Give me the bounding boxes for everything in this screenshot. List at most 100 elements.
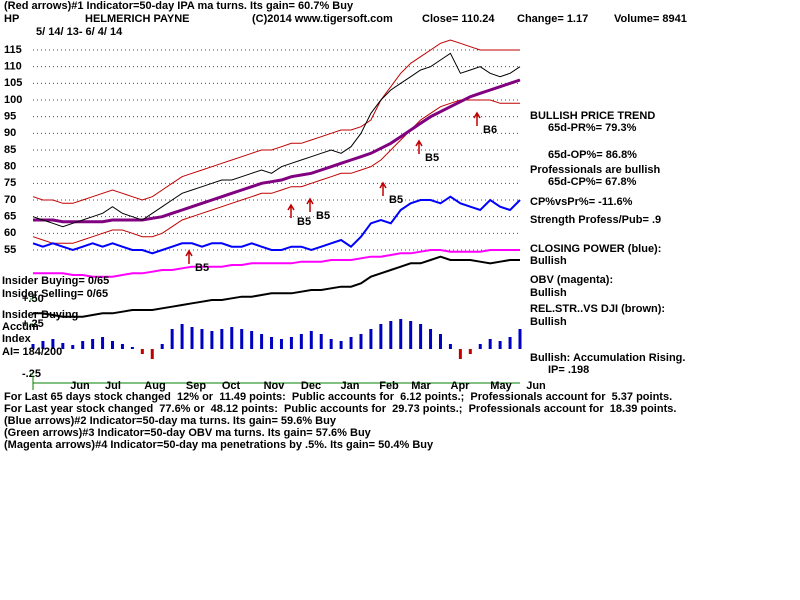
label: CP%vsPr%= -11.6% xyxy=(530,196,633,208)
y-tick-label: 85 xyxy=(4,144,16,156)
bar xyxy=(31,344,35,349)
bar xyxy=(458,349,462,359)
label: REL.STR..VS DJI (brown): xyxy=(530,303,665,315)
x-tick-label: Nov xyxy=(264,380,286,392)
label: (Green arrows)#3 Indicator=50-day OBV ma… xyxy=(4,427,372,439)
bar xyxy=(379,324,383,349)
arrow xyxy=(287,203,295,218)
y-tick-label: 65 xyxy=(4,211,16,223)
bar xyxy=(349,337,353,349)
bar xyxy=(279,339,283,349)
bar xyxy=(299,334,303,349)
label: 65d-PR%= 79.3% xyxy=(548,122,637,134)
bar xyxy=(160,344,164,349)
label: Volume= 8941 xyxy=(614,13,687,25)
y-tick-label: 90 xyxy=(4,127,16,139)
label: (Red arrows)#1 Indicator=50-day IPA ma t… xyxy=(4,0,354,12)
y-tick-label: 105 xyxy=(4,77,22,89)
series-line xyxy=(33,78,521,224)
bar xyxy=(180,324,184,349)
x-tick-label: Feb xyxy=(379,380,399,392)
label: Bullish xyxy=(530,287,567,299)
bar xyxy=(91,339,95,349)
x-tick-label: Mar xyxy=(411,380,431,392)
arrow xyxy=(379,181,387,196)
series-line xyxy=(33,255,520,318)
label: 5/ 14/ 13- 6/ 4/ 14 xyxy=(36,26,123,38)
y-tick-label: 80 xyxy=(4,161,16,173)
label: AI= 184/200 xyxy=(2,346,62,358)
bar xyxy=(339,341,343,349)
x-tick-label: Aug xyxy=(144,380,165,392)
bar xyxy=(289,337,293,349)
label: For Last year stock changed 77.6% or 48.… xyxy=(4,403,676,415)
bar xyxy=(150,349,154,359)
bar xyxy=(309,331,313,349)
label: Insider Buying= 0/65 xyxy=(2,275,109,287)
bar xyxy=(468,349,472,354)
x-tick-label: Apr xyxy=(451,380,471,392)
bar xyxy=(409,321,413,349)
label: Insider Selling= 0/65 xyxy=(2,288,108,300)
label: Professionals are bullish xyxy=(530,164,660,176)
bar xyxy=(250,331,254,349)
label: 65d-OP%= 86.8% xyxy=(548,149,637,161)
bar xyxy=(399,319,403,349)
bar xyxy=(111,341,115,349)
x-tick-label: Sep xyxy=(186,380,206,392)
label: Strength Profess/Pub= .9 xyxy=(530,214,661,226)
label: Insider Buying xyxy=(2,309,78,321)
x-tick-label: May xyxy=(490,380,512,392)
bar xyxy=(140,349,144,354)
x-tick-label: Jun xyxy=(526,380,546,392)
x-tick-label: Oct xyxy=(222,380,241,392)
y-tick-label: 55 xyxy=(4,244,16,256)
bar xyxy=(319,334,323,349)
bar xyxy=(260,334,264,349)
bar xyxy=(270,337,274,349)
y-tick-label: 115 xyxy=(4,44,22,56)
bar xyxy=(61,343,65,349)
label: HP xyxy=(4,13,19,25)
y-tick-label: 70 xyxy=(4,194,16,206)
annotation: B5 xyxy=(297,216,311,228)
y-tick-label: 110 xyxy=(4,61,22,73)
y-tick-label: 60 xyxy=(4,227,16,239)
bar xyxy=(369,329,373,349)
series-line xyxy=(32,195,521,255)
annotation: B6 xyxy=(483,124,497,136)
bar xyxy=(329,339,333,349)
bar xyxy=(498,341,502,349)
bar xyxy=(41,341,45,349)
bar xyxy=(101,337,105,349)
y-tick-label: 95 xyxy=(4,111,16,123)
bar xyxy=(71,345,75,349)
series-line xyxy=(33,249,520,278)
bar xyxy=(51,339,55,349)
x-tick-label: Jul xyxy=(105,380,121,392)
bar xyxy=(508,337,512,349)
annotation: B5 xyxy=(425,152,439,164)
bar xyxy=(518,329,522,349)
bar xyxy=(190,327,194,349)
label: BULLISH PRICE TREND xyxy=(530,110,655,122)
series-line xyxy=(32,52,521,228)
label: (Magenta arrows)#4 Indicator=50-day ma p… xyxy=(4,439,434,451)
arrow xyxy=(185,249,193,264)
bar xyxy=(359,334,363,349)
bar xyxy=(419,324,423,349)
label: (Blue arrows)#2 Indicator=50-day ma turn… xyxy=(4,415,337,427)
annotation: B5 xyxy=(316,210,330,222)
bar xyxy=(230,327,234,349)
x-tick-label: Dec xyxy=(301,380,321,392)
bar xyxy=(170,329,174,349)
label: (C)2014 www.tigersoft.com xyxy=(252,13,393,25)
arrow xyxy=(473,111,481,126)
bar xyxy=(438,334,442,349)
series-line xyxy=(32,39,520,204)
label: 65d-CP%= 67.8% xyxy=(548,176,637,188)
bar xyxy=(200,329,204,349)
label: Bullish xyxy=(530,316,567,328)
label: CLOSING POWER (blue): xyxy=(530,243,661,255)
bar xyxy=(210,331,214,349)
